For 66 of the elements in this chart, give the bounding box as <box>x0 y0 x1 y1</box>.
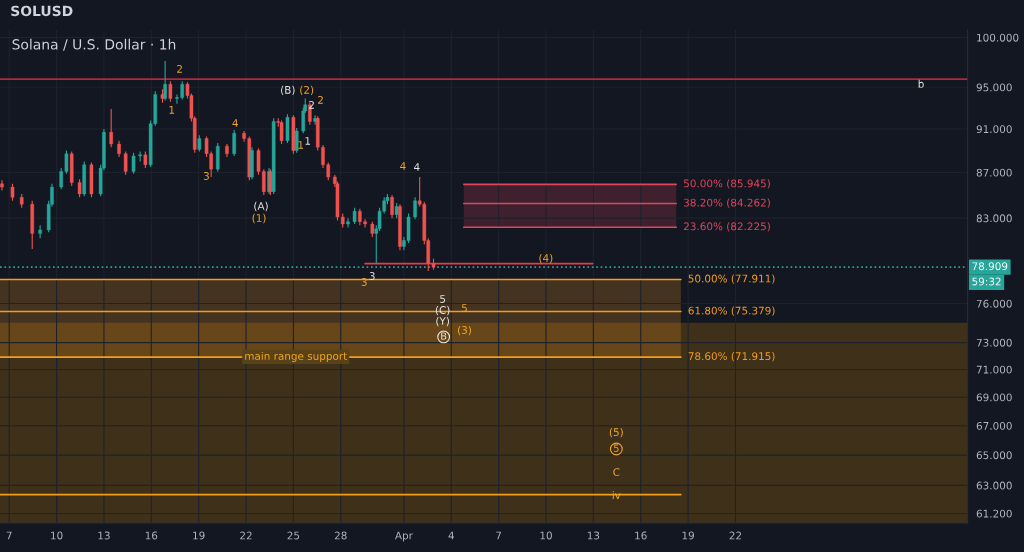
annotation: 3 <box>361 278 367 286</box>
x-tick-label: 22 <box>240 531 252 540</box>
annotation: (2) <box>300 85 314 96</box>
annotation: main range support <box>245 351 347 362</box>
x-tick-label: 19 <box>682 531 694 540</box>
y-tick-label: 95.000 <box>976 83 1012 92</box>
ref-line-label: 78.909 <box>972 262 1008 271</box>
x-tick-label: 25 <box>287 531 300 540</box>
series-label: 38.20% (84.262) <box>684 198 770 208</box>
y-tick-label: 69.000 <box>976 393 1012 402</box>
y-tick-label: 61.200 <box>976 509 1012 518</box>
annotation: 2 <box>309 100 314 109</box>
x-tick-label: 16 <box>635 531 647 540</box>
y-tick-label: 65.000 <box>976 451 1012 460</box>
series-label: 50.00% (85.945) <box>684 179 770 189</box>
annotation: b <box>918 79 924 88</box>
y-tick-label: 87.000 <box>976 168 1012 177</box>
x-tick-label: 7 <box>6 531 12 540</box>
x-tick-label: 13 <box>98 531 110 540</box>
annotation: 4 <box>400 162 406 170</box>
y-tick-label: 76.000 <box>976 299 1012 308</box>
y-tick-label: 91.000 <box>976 125 1012 134</box>
annotation: 4 <box>414 163 420 171</box>
y-tick-label: 73.000 <box>976 338 1012 347</box>
series-label: 61.80% (75.379) <box>688 306 775 316</box>
text: 59:32 <box>972 277 1001 286</box>
y-tick-label: 100.000 <box>977 33 1019 42</box>
series-label: 50.00% (77.911) <box>688 274 775 284</box>
x-tick-label: 10 <box>540 531 552 540</box>
y-tick-label: 63.000 <box>976 481 1012 490</box>
annotation: 2 <box>177 64 182 73</box>
x-tick-label: 22 <box>729 531 742 540</box>
annotation: 1 <box>298 141 304 149</box>
annotation: (3) <box>458 325 471 336</box>
annotation: (1) <box>252 213 266 224</box>
series-label: 23.60% (82.225) <box>683 222 770 232</box>
annotation: B <box>441 332 447 340</box>
annotation: 4 <box>232 119 238 127</box>
annotation: (4) <box>539 253 553 264</box>
series-label: 78.60% (71.915) <box>688 352 775 362</box>
x-tick-label: 4 <box>448 531 455 540</box>
chart-subtitle: SOLUSD <box>11 5 73 17</box>
annotation: 1 <box>169 106 175 114</box>
x-tick-label: 19 <box>193 531 205 540</box>
x-tick-label: 28 <box>334 531 347 540</box>
annotation: (A) <box>254 201 268 212</box>
annotation: 2 <box>318 95 323 104</box>
y-tick-label: 83.000 <box>976 214 1012 223</box>
x-tick-label: 10 <box>51 531 63 540</box>
y-tick-label: 71.000 <box>976 365 1012 374</box>
annotation: (Y) <box>436 316 449 327</box>
annotation: 1 <box>305 137 311 145</box>
annotation: (B) <box>281 85 295 96</box>
annotation: 3 <box>203 172 209 180</box>
x-tick-label: Apr <box>394 531 413 542</box>
text: Solana / U.S. Dollar · 1h <box>12 38 176 51</box>
annotation: 5 <box>440 295 446 303</box>
x-tick-label: 7 <box>496 531 502 540</box>
annotation: (5) <box>609 427 623 438</box>
annotation: 3 <box>369 272 375 280</box>
annotation: 5 <box>461 304 467 312</box>
y-tick-label: 67.000 <box>976 421 1012 430</box>
x-tick-label: 16 <box>145 531 158 540</box>
annotation: C <box>613 468 620 477</box>
x-tick-label: 13 <box>587 531 600 540</box>
annotation: 5 <box>614 444 619 452</box>
